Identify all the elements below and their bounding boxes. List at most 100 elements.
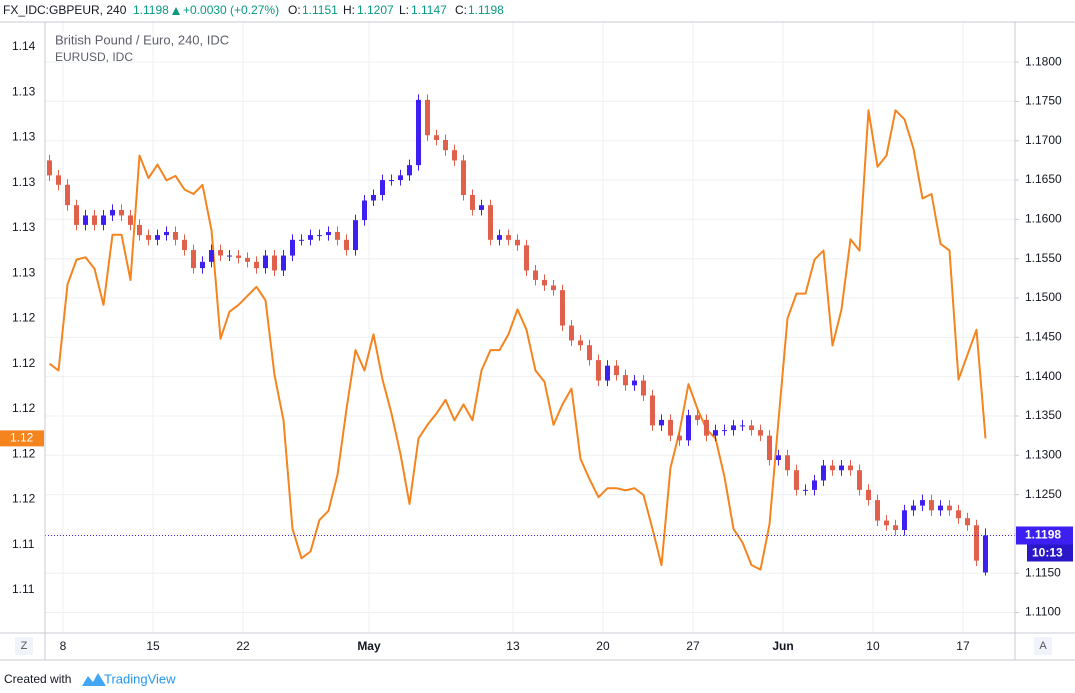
- candle-body: [910, 505, 916, 511]
- candle-body: [100, 215, 106, 225]
- candle-body: [235, 255, 241, 258]
- x-tick-label: 10: [866, 639, 880, 653]
- candle-body: [271, 255, 277, 271]
- candle-body: [289, 239, 295, 256]
- candle-body: [253, 261, 259, 269]
- y2-tick-label: 1.1700: [1025, 133, 1062, 147]
- y2-tick-label: 1.1250: [1025, 487, 1062, 501]
- candle-body: [577, 340, 583, 346]
- scale-button[interactable]: [15, 637, 33, 655]
- y2-tick-label: 1.1650: [1025, 172, 1062, 186]
- candle-body: [433, 135, 439, 140]
- candle-body: [280, 255, 286, 271]
- y2-tick-label: 1.1750: [1025, 94, 1062, 108]
- y-tick-label: 1.13: [12, 220, 36, 234]
- candle-body: [649, 395, 655, 426]
- y-tick-label: 1.12: [12, 401, 36, 415]
- candle-body: [370, 194, 376, 201]
- y-tick-label: 1.12: [12, 311, 36, 325]
- candle-body: [325, 231, 331, 236]
- candle-body: [334, 231, 340, 240]
- candle-body: [586, 345, 592, 361]
- candle-body: [262, 255, 268, 269]
- x-tick-label: 20: [596, 639, 610, 653]
- candle-body: [721, 430, 727, 432]
- candle-body: [397, 175, 403, 181]
- candle-body: [406, 165, 412, 176]
- x-tick-label: 27: [686, 639, 700, 653]
- candle-body: [676, 435, 682, 441]
- candle-body: [802, 489, 808, 491]
- candle-body: [82, 215, 88, 225]
- candle-body: [541, 279, 547, 286]
- candle-body: [820, 465, 826, 481]
- legend-compare: EURUSD, IDC: [55, 50, 133, 64]
- price-box: [1016, 526, 1073, 545]
- low-label: L:: [399, 3, 409, 17]
- candle-body: [145, 235, 151, 240]
- x-tick-label: 8: [60, 639, 67, 653]
- candle-body: [928, 500, 934, 511]
- candle-body: [775, 455, 781, 461]
- candle-body: [595, 360, 601, 381]
- x-tick-label: 13: [506, 639, 520, 653]
- candle-body: [613, 365, 619, 376]
- y-tick-label: 1.11: [12, 582, 35, 596]
- candle-body: [658, 419, 664, 426]
- y2-tick-label: 1.1350: [1025, 408, 1062, 422]
- candle-body: [811, 480, 817, 490]
- candle-body: [298, 239, 304, 241]
- high-value: 1.1207: [357, 3, 394, 17]
- countdown-box: [1027, 544, 1073, 562]
- close-label: C:: [455, 3, 467, 17]
- candle-body: [550, 285, 556, 291]
- last-price: 1.1198: [133, 3, 169, 17]
- candle-body: [667, 419, 673, 436]
- last-value-label: 1.12: [10, 431, 34, 445]
- candle-body: [487, 205, 493, 240]
- candle-body: [136, 224, 142, 236]
- candle-body: [244, 257, 250, 262]
- candle-body: [757, 430, 763, 436]
- x-tick-label: 15: [146, 639, 160, 653]
- auto-button-label[interactable]: A: [1039, 640, 1047, 652]
- y2-tick-label: 1.1450: [1025, 330, 1062, 344]
- candle-body: [460, 160, 466, 195]
- candle-body: [847, 465, 853, 471]
- candle-body: [361, 200, 367, 221]
- candle-body: [865, 489, 871, 501]
- candle-body: [946, 505, 952, 511]
- candle-body: [730, 425, 736, 431]
- overlay: FX_IDC:GBPEUR, 240 1.1198 +0.0030 (+0.27…: [0, 3, 1075, 686]
- candle-body: [874, 500, 880, 521]
- candle-body: [604, 365, 610, 381]
- auto-button[interactable]: [1034, 637, 1052, 655]
- line-series: [48, 109, 987, 571]
- candle-body: [568, 325, 574, 341]
- y2-tick-label: 1.1300: [1025, 447, 1062, 461]
- y2-tick-label: 1.1550: [1025, 251, 1062, 265]
- y-tick-label: 1.14: [12, 39, 36, 53]
- candle-body: [190, 250, 196, 269]
- high-label: H:: [343, 3, 355, 17]
- scale-button-label[interactable]: Z: [21, 640, 28, 652]
- y2-tick-label: 1.1100: [1025, 605, 1061, 619]
- candle-body: [109, 209, 115, 216]
- candle-body: [73, 205, 79, 225]
- candle-body: [442, 139, 448, 151]
- candle-body: [388, 180, 394, 182]
- candle-body: [793, 470, 799, 490]
- candle-body: [784, 455, 790, 471]
- candle-body: [964, 518, 970, 526]
- candle-body: [379, 180, 385, 195]
- candle-body: [118, 209, 124, 216]
- candle-body: [46, 160, 52, 176]
- candle-body: [523, 245, 529, 271]
- candle-body: [640, 380, 646, 396]
- footer-brand[interactable]: TradingView: [104, 671, 176, 686]
- candle-body: [91, 215, 97, 225]
- candle-body: [829, 465, 835, 471]
- symbol: FX_IDC:GBPEUR, 240: [3, 3, 127, 17]
- candle-body: [622, 375, 628, 386]
- open-value: 1.1151: [302, 3, 338, 17]
